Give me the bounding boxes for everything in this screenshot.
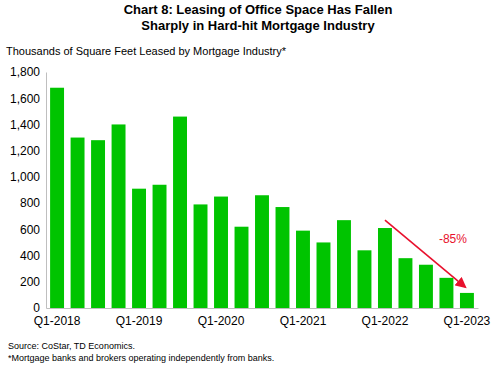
y-axis-title: Thousands of Square Feet Leased by Mortg… <box>6 45 287 57</box>
x-tick-label: Q1-2023 <box>444 314 491 328</box>
note: *Mortgage banks and brokers operating in… <box>8 353 274 363</box>
y-tick-label: 1,800 <box>10 65 40 79</box>
y-tick: 200 <box>20 275 46 289</box>
x-tick: Q1-2020 <box>198 308 245 328</box>
bar <box>255 195 269 308</box>
bar <box>296 231 310 308</box>
x-axis-line <box>47 308 479 309</box>
y-tick: 800 <box>20 196 46 210</box>
title: Chart 8: Leasing of Office Space Has Fal… <box>124 2 393 33</box>
y-tick-label: 1,400 <box>10 118 40 132</box>
bar <box>460 293 474 308</box>
annotation-text: -85% <box>439 232 467 246</box>
bar <box>398 258 412 308</box>
x-tick-label: Q1-2019 <box>116 314 163 328</box>
bar <box>194 204 208 308</box>
y-tick: 1,400 <box>10 118 46 132</box>
x-axis: Q1-2018 Q1-2019 Q1-2020 Q1-2021 Q1-2022 Q1-20… <box>34 308 491 328</box>
bar <box>132 189 146 308</box>
bar <box>378 228 392 308</box>
bar <box>153 185 167 308</box>
bar <box>439 278 453 308</box>
bar <box>419 265 433 308</box>
y-tick-label: 200 <box>20 275 40 289</box>
y-tick: 1,200 <box>10 144 46 158</box>
y-tick-label: 800 <box>20 196 40 210</box>
bar <box>235 227 249 308</box>
bar <box>173 117 187 308</box>
y-axis-line <box>46 73 47 309</box>
bar <box>50 88 64 308</box>
y-tick-label: 600 <box>20 223 40 237</box>
chart: Chart 8: Leasing of Office Space Has Fal… <box>0 0 496 370</box>
y-tick: 1,600 <box>10 92 46 106</box>
title-line: Sharply in Hard-hit Mortgage Industry <box>141 18 375 33</box>
y-tick: 400 <box>20 249 46 263</box>
x-tick: Q1-2021 <box>280 308 327 328</box>
bar <box>112 124 126 308</box>
x-tick-label: Q1-2018 <box>34 314 81 328</box>
x-tick: Q1-2019 <box>116 308 163 328</box>
bar <box>214 197 228 308</box>
y-tick: 1,800 <box>10 65 46 79</box>
y-tick-label: 1,000 <box>10 170 40 184</box>
y-tick-label: 1,200 <box>10 144 40 158</box>
x-tick-label: Q1-2020 <box>198 314 245 328</box>
annotation-arrow <box>385 220 465 287</box>
bar <box>276 207 290 308</box>
y-axis: 02004006008001,0001,2001,4001,6001,800 <box>10 65 47 315</box>
y-tick: 1,000 <box>10 170 46 184</box>
bar <box>357 250 371 308</box>
title-line: Chart 8: Leasing of Office Space Has Fal… <box>124 2 393 17</box>
x-tick: Q1-2023 <box>444 308 491 328</box>
bar <box>317 242 331 308</box>
y-tick-label: 400 <box>20 249 40 263</box>
bar <box>71 138 85 308</box>
plot: 02004006008001,0001,2001,4001,6001,800Q1… <box>10 65 491 327</box>
y-tick-label: 1,600 <box>10 92 40 106</box>
y-tick: 600 <box>20 223 46 237</box>
source: Source: CoStar, TD Economics. <box>8 341 135 351</box>
x-tick-label: Q1-2022 <box>362 314 409 328</box>
x-tick-label: Q1-2021 <box>280 314 327 328</box>
bar <box>91 140 105 308</box>
bars <box>50 88 474 308</box>
x-tick: Q1-2022 <box>362 308 409 328</box>
bar <box>337 220 351 308</box>
x-tick: Q1-2018 <box>34 308 81 328</box>
